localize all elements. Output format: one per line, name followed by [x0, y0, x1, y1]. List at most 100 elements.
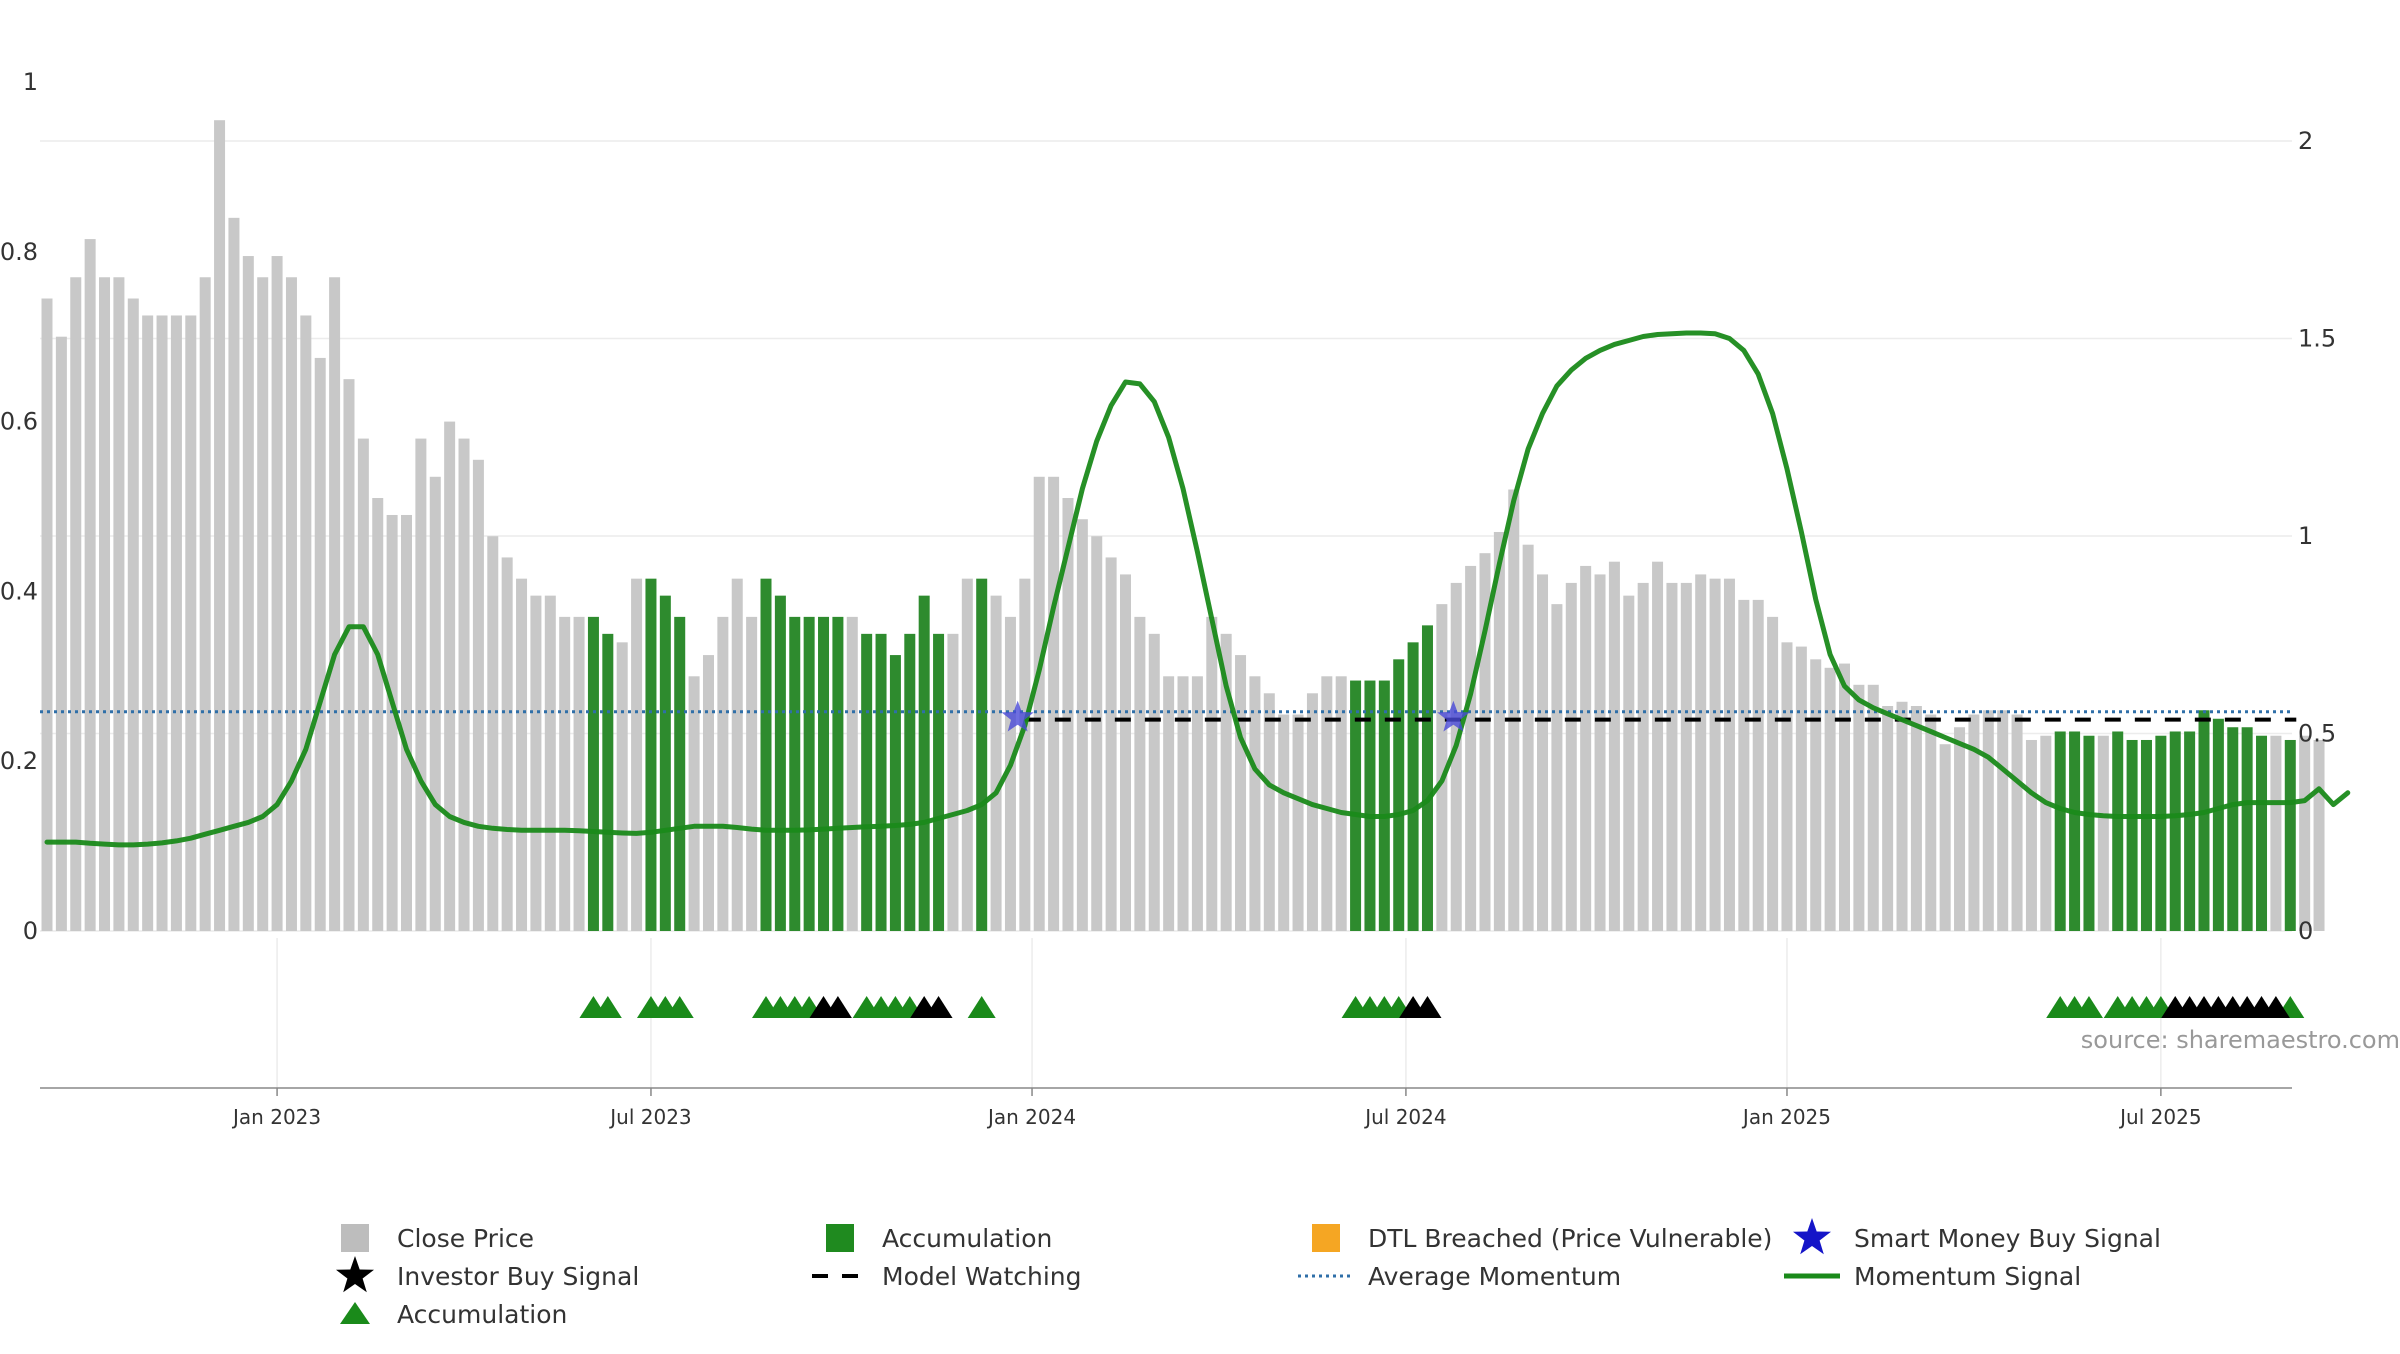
close-price-bar	[1608, 561, 1620, 931]
close-price-bar	[2097, 735, 2109, 931]
close-price-bar	[573, 616, 585, 931]
close-price-bar	[257, 277, 269, 931]
close-price-bar	[1795, 646, 1807, 931]
close-price-bar	[2025, 739, 2037, 931]
accumulation-bar	[2112, 731, 2124, 931]
close-price-bar	[1537, 574, 1549, 931]
close-price-bar	[1695, 574, 1707, 931]
accumulation-bar	[1407, 642, 1419, 931]
legend-star-marker	[1793, 1218, 1831, 1255]
close-price-bar	[544, 595, 556, 931]
accumulation-bar	[889, 655, 901, 931]
x-tick-label: Jul 2025	[2118, 1105, 2201, 1129]
close-price-bar	[947, 633, 959, 931]
close-price-bar	[2270, 735, 2282, 931]
close-price-bar	[458, 438, 470, 931]
accumulation-bar	[1378, 680, 1390, 931]
accumulation-bar	[774, 595, 786, 931]
accumulation-bar	[976, 578, 988, 931]
accumulation-bar	[659, 595, 671, 931]
close-price-bar	[372, 498, 384, 931]
accumulation-triangle	[967, 996, 996, 1018]
legend: Close Price Accumulation DTL Breached (Pri…	[336, 1218, 2161, 1329]
close-price-bar	[1105, 557, 1117, 931]
legend-star-marker	[336, 1256, 374, 1293]
close-price-bar	[1781, 642, 1793, 931]
accumulation-bar	[1393, 659, 1405, 931]
accumulation-bar	[832, 616, 844, 931]
accumulation-bar	[904, 633, 916, 931]
legend-square-marker	[1312, 1224, 1340, 1252]
axes: 0 0.2 0.4 0.6 0.8 1 0 0.5 1 1.5 2	[0, 68, 2336, 945]
close-price-bar	[1594, 574, 1606, 931]
accumulation-bar	[602, 633, 614, 931]
series-lines	[40, 330, 2351, 848]
close-price-bar	[1249, 676, 1261, 931]
close-price-bar	[1565, 582, 1577, 931]
close-price-bar	[1680, 582, 1692, 931]
close-price-bar	[1882, 706, 1894, 931]
accumulation-bar	[2083, 735, 2095, 931]
close-price-bar	[846, 616, 858, 931]
close-price-bar	[170, 315, 182, 932]
close-price-bar	[300, 315, 312, 932]
close-price-bar	[199, 277, 211, 931]
y-right-tick-label: 0.5	[2298, 720, 2336, 748]
close-price-bar	[1062, 498, 1074, 931]
close-price-bar	[1120, 574, 1131, 931]
accumulation-triangle	[665, 996, 694, 1018]
smart-money-star	[1437, 700, 1470, 732]
close-price-bar	[415, 438, 427, 931]
source-note: source: sharemaestro.com	[2081, 1026, 2400, 1054]
close-price-bar	[1220, 633, 1232, 931]
legend-square-marker	[826, 1224, 854, 1252]
close-price-bar	[1580, 565, 1592, 931]
close-price-bar	[2011, 714, 2023, 931]
close-price-bar	[1824, 667, 1836, 931]
close-price-bar	[1004, 616, 1016, 931]
close-price-bar	[1508, 489, 1520, 931]
x-tick-label: Jan 2024	[986, 1105, 1076, 1129]
close-price-bar	[2313, 739, 2325, 931]
legend-label: DTL Breached (Price Vulnerable)	[1368, 1224, 1772, 1253]
legend-label: Accumulation	[397, 1300, 567, 1329]
close-price-bar	[516, 578, 528, 931]
smart-money-star	[1001, 700, 1034, 732]
close-price-bar	[1493, 531, 1505, 931]
close-price-bar	[702, 655, 714, 931]
close-price-bar	[1767, 616, 1779, 931]
close-price-bar	[1033, 476, 1045, 931]
close-price-bar	[113, 277, 125, 931]
accumulation-bar	[818, 616, 830, 931]
y-right-tick-label: 1.5	[2298, 325, 2336, 353]
accumulation-bar	[1364, 680, 1376, 931]
close-price-bar	[1551, 604, 1563, 931]
accumulation-bar	[2140, 739, 2152, 931]
close-price-bar	[1263, 693, 1275, 931]
accumulation-bar	[2069, 731, 2081, 931]
x-tick-label: Jan 2023	[231, 1105, 321, 1129]
close-price-bar	[1997, 710, 2009, 931]
investor-buy-triangle	[1413, 996, 1442, 1018]
close-price-bar	[1134, 616, 1146, 931]
legend-label: Smart Money Buy Signal	[1854, 1224, 2161, 1253]
close-price-bar	[1522, 544, 1534, 931]
x-tick-label: Jul 2023	[608, 1105, 691, 1129]
close-price-bar	[631, 578, 643, 931]
close-price-bar	[1177, 676, 1189, 931]
accumulation-bar	[1350, 680, 1362, 931]
close-price-bar	[961, 578, 973, 931]
accumulation-bar	[674, 616, 686, 931]
close-price-bar	[1465, 565, 1477, 931]
close-price-bar	[1968, 714, 1980, 931]
accumulation-bar	[2054, 731, 2066, 931]
momentum-signal-line	[44, 330, 2351, 848]
accumulation-bar	[2169, 731, 2181, 931]
close-price-bar	[1321, 676, 1333, 931]
close-price-bar	[1148, 633, 1160, 931]
close-price-bar	[1076, 519, 1088, 931]
close-price-bar	[444, 421, 456, 931]
close-price-bar	[228, 217, 240, 932]
close-price-bar	[1853, 684, 1865, 931]
